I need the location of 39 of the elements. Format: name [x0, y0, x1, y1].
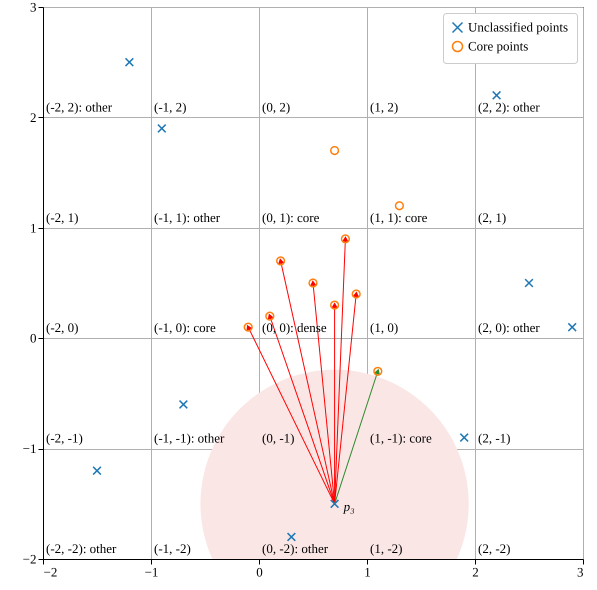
y-tick-label: 2 [30, 110, 36, 125]
annotation: (-1, 2) [154, 99, 186, 114]
y-tick-label: 0 [30, 330, 36, 346]
annotation: (2, -2) [478, 541, 510, 556]
annotation: (0, 2) [262, 99, 290, 114]
annotation: (1, -1): core [370, 430, 432, 446]
annotation: (-1, -2) [154, 541, 191, 556]
annotation: (1, 1): core [370, 210, 428, 225]
annotation: (-1, -1): other [154, 430, 226, 446]
annotation: (-2, -1) [46, 430, 83, 446]
annotation: (-1, 1): other [154, 210, 221, 225]
y-tick-label: −1 [22, 441, 36, 456]
y-tick-label: 1 [30, 220, 36, 236]
annotation: (1, -2) [370, 541, 402, 556]
x-tick-label: 2 [472, 564, 479, 580]
y-tick-label: −2 [22, 552, 36, 566]
legend-label: Core points [468, 38, 528, 54]
annotation: (2, 0): other [478, 320, 540, 336]
annotation: (1, 0) [370, 320, 398, 336]
annotation: (0, -2): other [262, 541, 329, 556]
annotation: (-2, -2): other [46, 541, 118, 556]
annotation: (2, 1) [478, 210, 506, 225]
y-tick-label: 3 [30, 0, 36, 14]
annotation: (-2, 2): other [46, 99, 113, 114]
annotation: (1, 2) [370, 99, 398, 114]
annotation: (-2, 1) [46, 210, 78, 225]
annotation: (-1, 0): core [154, 320, 216, 336]
annotation: (2, 2): other [478, 99, 540, 114]
annotation: (-2, 0) [46, 320, 78, 336]
annotation: p₃ [342, 498, 355, 514]
x-tick-label: −1 [144, 564, 158, 580]
x-tick-label: −2 [44, 564, 58, 580]
annotation: (2, -1) [478, 430, 510, 446]
annotation: (0, -1) [262, 430, 294, 446]
x-tick-label: 1 [364, 564, 371, 580]
legend-label: Unclassified points [468, 20, 568, 34]
x-tick-label: 3 [577, 564, 584, 580]
x-tick-label: 0 [256, 564, 263, 580]
annotation: (0, 1): core [262, 210, 320, 225]
